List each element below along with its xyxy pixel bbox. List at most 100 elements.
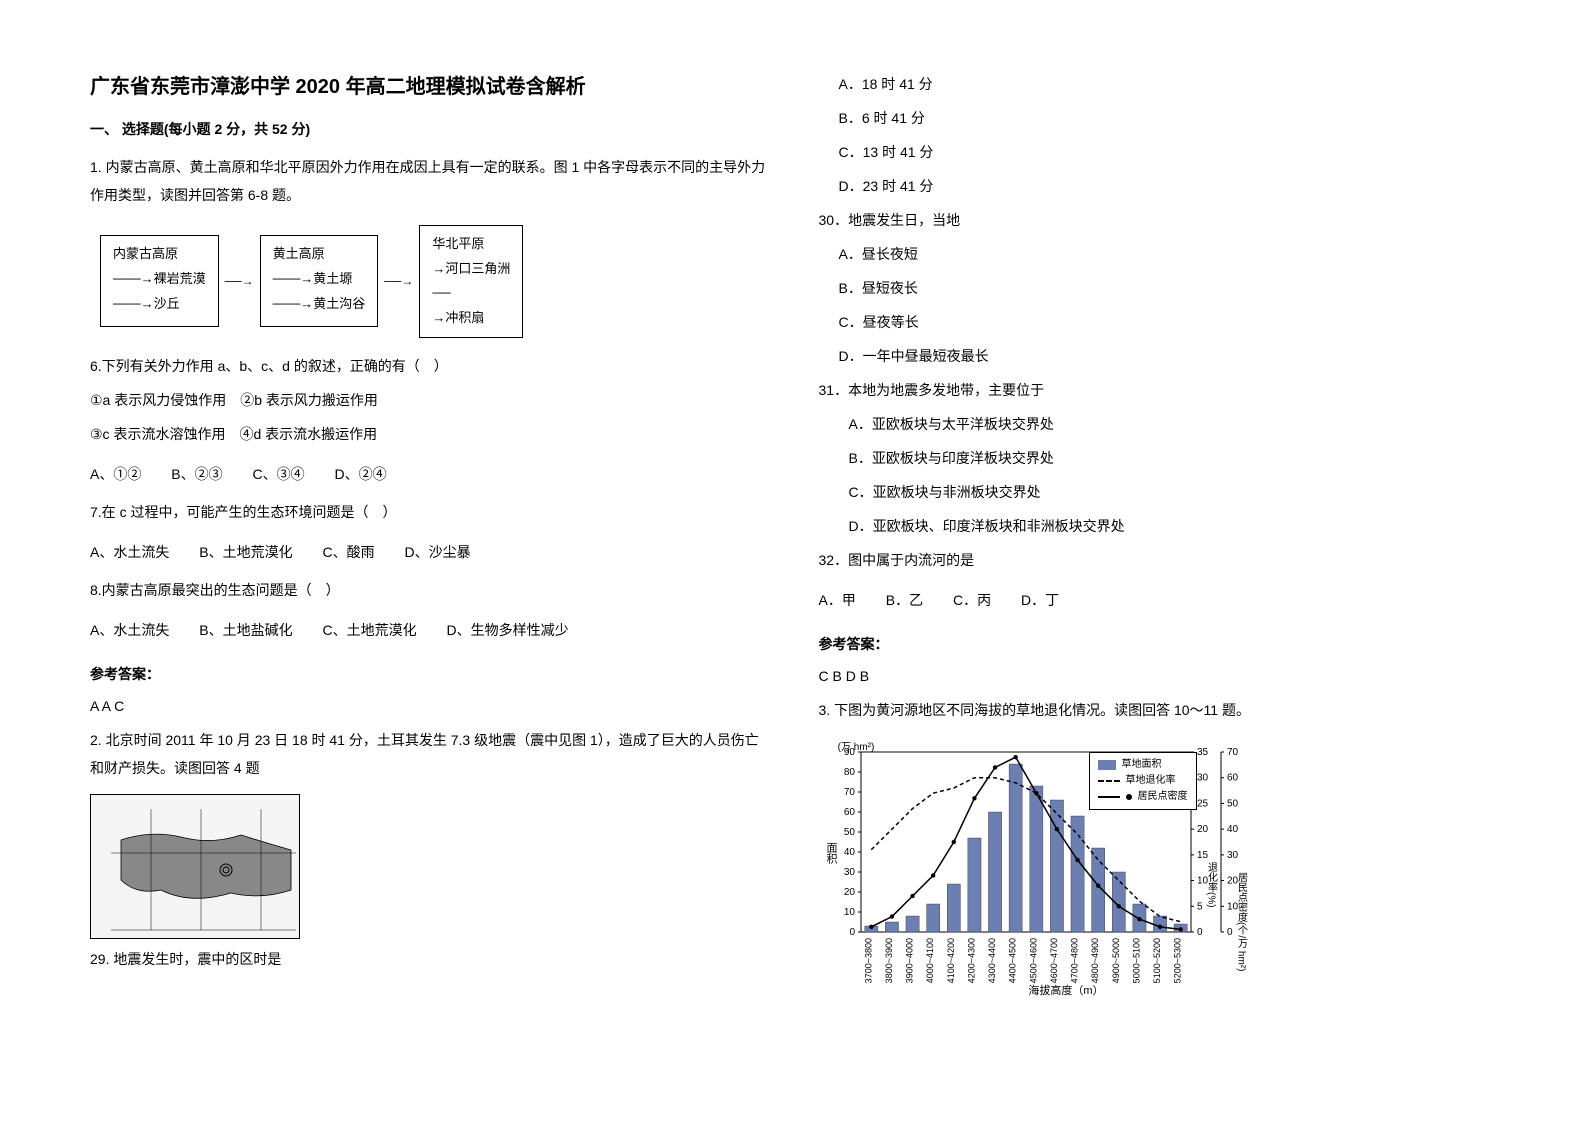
legend-bar-swatch [1098, 760, 1116, 770]
svg-text:20: 20 [1197, 824, 1209, 835]
q8-opt-b: B、土地盐碱化 [199, 622, 292, 638]
q31-opt-d: D．亚欧板块、印度洋板块和非洲板块交界处 [819, 512, 1498, 540]
q32: 32．图中属于内流河的是 [819, 546, 1498, 574]
svg-text:4900~5000: 4900~5000 [1110, 938, 1120, 983]
q29-opt-a: A．18 时 41 分 [819, 70, 1498, 98]
box1-line2: ───→沙丘 [113, 292, 206, 317]
svg-text:5100~5200: 5100~5200 [1152, 938, 1162, 983]
svg-text:50: 50 [843, 827, 855, 838]
q32-opt-a: A．甲 [819, 592, 856, 608]
svg-text:4300~4400: 4300~4400 [987, 938, 997, 983]
box3-line3: →冲积扇 [432, 306, 510, 331]
svg-text:3800~3900: 3800~3900 [883, 938, 893, 983]
ref1-label: 参考答案： [90, 664, 769, 684]
q7-opt-d: D、沙尘暴 [404, 544, 470, 560]
legend-solid: 居民点密度 [1098, 789, 1188, 805]
q1-intro: 1. 内蒙古高原、黄土高原和华北平原因外力作用在成因上具有一定的联系。图 1 中… [90, 153, 769, 209]
q6-sub2: ③c 表示流水溶蚀作用 ④d 表示流水搬运作用 [90, 420, 769, 448]
svg-text:25: 25 [1197, 798, 1209, 809]
ref1-answer: A A C [90, 692, 769, 720]
box3-line1: →河口三角洲 [432, 257, 510, 282]
box1-line1: ───→裸岩荒漠 [113, 267, 206, 292]
q8-opt-c: C、土地荒漠化 [322, 622, 416, 638]
box3-line2: ── [432, 281, 510, 306]
svg-text:4000~4100: 4000~4100 [925, 938, 935, 983]
q6-opt-d: D、②④ [334, 466, 386, 482]
svg-text:4400~4500: 4400~4500 [1007, 938, 1017, 983]
svg-text:5000~5100: 5000~5100 [1131, 938, 1141, 983]
q8: 8.内蒙古高原最突出的生态问题是（ ） [90, 576, 769, 604]
q6-options: A、①② B、②③ C、③④ D、②④ [90, 460, 769, 488]
q29-opt-b: B．6 时 41 分 [819, 104, 1498, 132]
svg-text:(万 hm²): (万 hm²) [837, 742, 874, 753]
svg-text:60: 60 [1227, 773, 1239, 784]
q7-opt-b: B、土地荒漠化 [199, 544, 292, 560]
left-column: 广东省东莞市漳澎中学 2020 年高二地理模拟试卷含解析 一、 选择题(每小题 … [90, 70, 769, 1052]
svg-text:30: 30 [843, 867, 855, 878]
q32-opt-d: D．丁 [1021, 592, 1059, 608]
q8-opt-a: A、水土流失 [90, 622, 169, 638]
box2-line2: ───→黄土沟谷 [273, 292, 366, 317]
q31-opt-a: A．亚欧板块与太平洋板块交界处 [819, 410, 1498, 438]
q32-options: A．甲 B．乙 C．丙 D．丁 [819, 586, 1498, 614]
q2-intro: 2. 北京时间 2011 年 10 月 23 日 18 时 41 分，土耳其发生… [90, 726, 769, 782]
q29: 29. 地震发生时，震中的区时是 [90, 945, 769, 973]
svg-text:4600~4700: 4600~4700 [1048, 938, 1058, 983]
right-column: A．18 时 41 分 B．6 时 41 分 C．13 时 41 分 D．23 … [819, 70, 1498, 1052]
svg-text:80: 80 [843, 767, 855, 778]
box2-title: 黄土高原 [273, 242, 366, 267]
svg-text:4100~4200: 4100~4200 [945, 938, 955, 983]
svg-text:5: 5 [1197, 901, 1203, 912]
svg-text:4200~4300: 4200~4300 [966, 938, 976, 983]
svg-text:面积: 面积 [825, 842, 838, 865]
map-svg [91, 795, 300, 939]
svg-text:0: 0 [849, 927, 855, 938]
q30-opt-d: D．一年中昼最短夜最长 [819, 342, 1498, 370]
q7-opt-a: A、水土流失 [90, 544, 169, 560]
svg-text:海拔高度（m）: 海拔高度（m） [1028, 983, 1103, 997]
q6-opt-b: B、②③ [171, 466, 222, 482]
box1-title: 内蒙古高原 [113, 242, 206, 267]
q30-opt-b: B．昼短夜长 [819, 274, 1498, 302]
svg-text:3700~3800: 3700~3800 [863, 938, 873, 983]
ref2-answer: C B D B [819, 662, 1498, 690]
svg-text:60: 60 [843, 807, 855, 818]
svg-text:3900~4000: 3900~4000 [904, 938, 914, 983]
box2-line1: ───→黄土塬 [273, 267, 366, 292]
ref2-label: 参考答案： [819, 634, 1498, 654]
q6-sub1: ①a 表示风力侵蚀作用 ②b 表示风力搬运作用 [90, 386, 769, 414]
legend-dashed-label: 草地退化率 [1126, 773, 1176, 789]
legend-solid-line [1098, 796, 1120, 798]
legend-bar: 草地面积 [1098, 757, 1188, 773]
svg-text:0: 0 [1197, 927, 1203, 938]
q6-opt-a: A、①② [90, 466, 141, 482]
page-title: 广东省东莞市漳澎中学 2020 年高二地理模拟试卷含解析 [90, 70, 769, 99]
q29-opt-d: D．23 时 41 分 [819, 172, 1498, 200]
q6: 6.下列有关外力作用 a、b、c、d 的叙述，正确的有（ ） [90, 352, 769, 380]
box3-title: 华北平原 [432, 232, 510, 257]
q31-opt-c: C．亚欧板块与非洲板块交界处 [819, 478, 1498, 506]
legend-bar-label: 草地面积 [1122, 757, 1162, 773]
svg-text:退化率(%): 退化率(%) [1205, 862, 1217, 908]
arrow-2: ──→ [384, 274, 413, 288]
q32-opt-c: C．丙 [953, 592, 991, 608]
q7: 7.在 c 过程中，可能产生的生态环境问题是（ ） [90, 498, 769, 526]
svg-text:0: 0 [1227, 927, 1233, 938]
q6-opt-c: C、③④ [252, 466, 304, 482]
q7-options: A、水土流失 B、土地荒漠化 C、酸雨 D、沙尘暴 [90, 538, 769, 566]
svg-text:4700~4800: 4700~4800 [1069, 938, 1079, 983]
q30-opt-a: A．昼长夜短 [819, 240, 1498, 268]
q8-options: A、水土流失 B、土地盐碱化 C、土地荒漠化 D、生物多样性减少 [90, 616, 769, 644]
legend-dashed: 草地退化率 [1098, 773, 1188, 789]
svg-text:15: 15 [1197, 850, 1209, 861]
legend-dot-icon [1126, 794, 1132, 800]
svg-text:4800~4900: 4800~4900 [1090, 938, 1100, 983]
q7-opt-c: C、酸雨 [322, 544, 374, 560]
chart: 0102030405060708090(万 hm²)05101520253035… [819, 738, 1249, 998]
svg-text:30: 30 [1197, 773, 1209, 784]
svg-text:70: 70 [1227, 747, 1239, 758]
map-image: 图例 30 40 50 甲 乙 40 丙 丁 30 [90, 794, 300, 939]
q31: 31．本地为地震多发地带，主要位于 [819, 376, 1498, 404]
legend-solid-label: 居民点密度 [1138, 789, 1188, 805]
svg-text:居民点密度(个/万 hm²): 居民点密度(个/万 hm²) [1235, 872, 1247, 972]
